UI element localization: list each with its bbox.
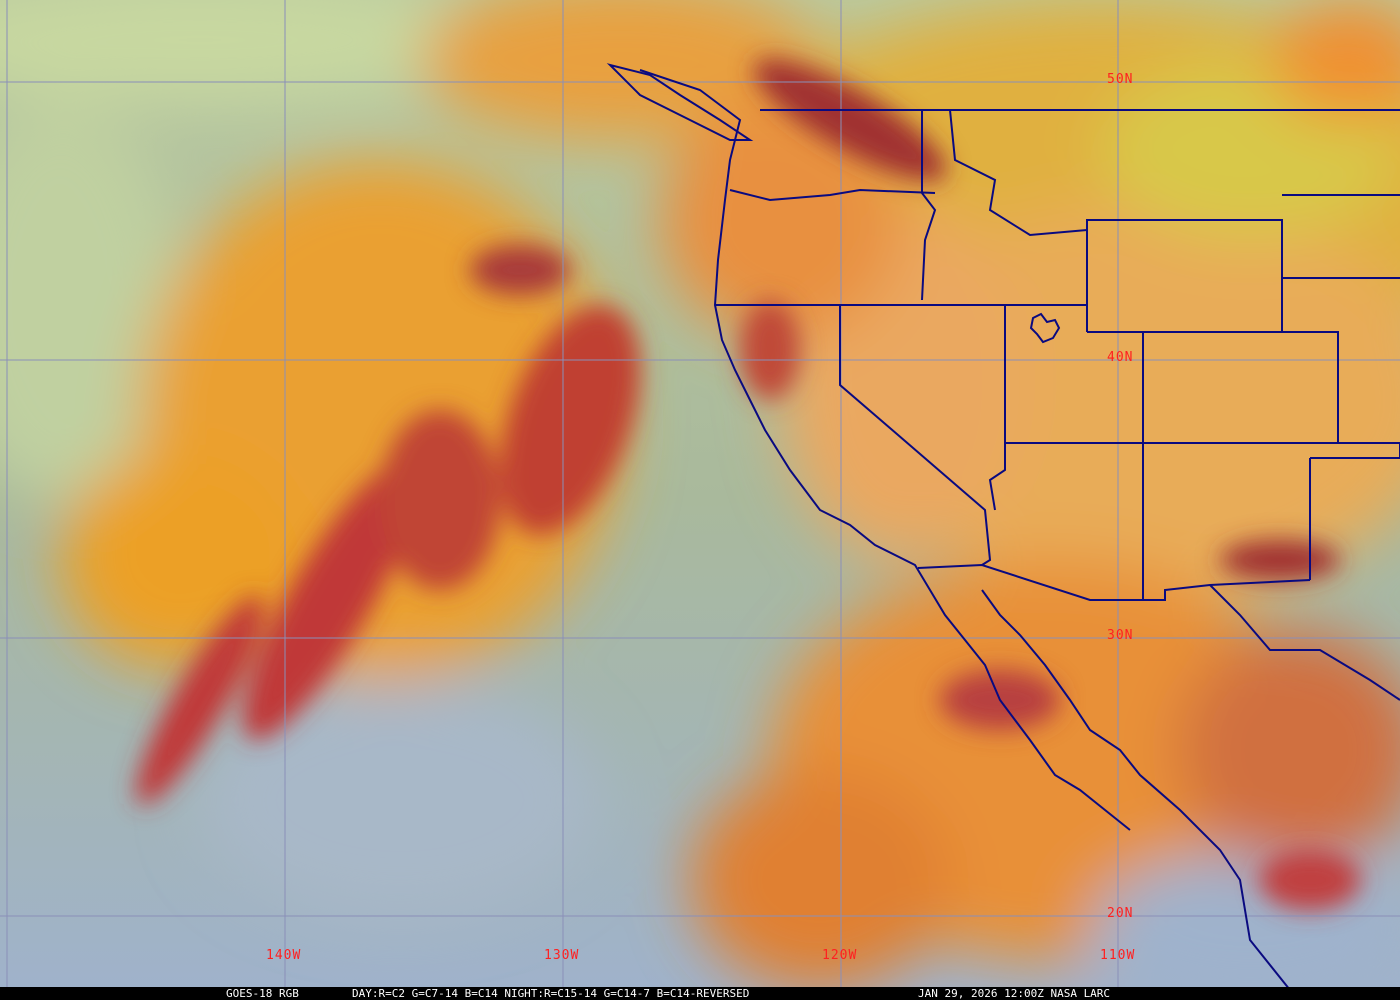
kansas-border (1310, 442, 1400, 459)
vancouver-island (606, 63, 754, 141)
lon-label-110w: 110W (1100, 948, 1136, 963)
lon-label-130w: 130W (544, 948, 580, 963)
nevada-east-border (988, 305, 1006, 511)
caption-recipe: DAY:R=C2 G=C7-14 B=C14 NIGHT:R=C15-14 G=… (352, 987, 750, 1000)
coastline-gulf-of-california (981, 589, 1291, 991)
caption-satellite: GOES-18 RGB (226, 987, 299, 1000)
lat-label-30n: 30N (1107, 628, 1134, 643)
political-boundaries (606, 63, 1400, 991)
idaho-east-border (949, 109, 1088, 237)
lat-label-40n: 40N (1107, 350, 1134, 365)
lon-label-140w: 140W (266, 948, 302, 963)
great-salt-lake (1029, 312, 1061, 344)
coastline-pacific (639, 69, 1131, 831)
us-mexico-border (917, 563, 1311, 601)
idaho-west-border (921, 110, 937, 301)
lat-label-50n: 50N (1107, 72, 1134, 87)
colorado-border (1143, 331, 1339, 444)
ca-nv-border (839, 305, 992, 566)
lon-label-120w: 120W (822, 948, 858, 963)
coastline-mexico-east (1209, 584, 1400, 701)
image-caption: GOES-18 RGB DAY:R=C2 G=C7-14 B=C14 NIGHT… (0, 987, 1400, 1000)
caption-time-credit: JAN 29, 2026 12:00Z NASA LARC (918, 987, 1111, 1000)
lat-label-20n: 20N (1107, 906, 1134, 921)
wa-or-border (729, 188, 936, 202)
wyoming-border (1086, 219, 1283, 333)
